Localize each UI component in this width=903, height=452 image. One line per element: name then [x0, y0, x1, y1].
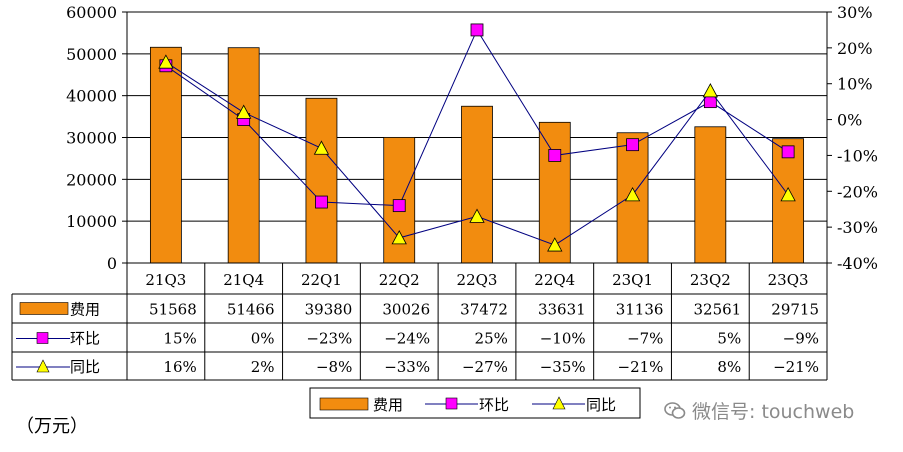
point-marker-square	[781, 145, 795, 159]
category-label: 22Q1	[301, 271, 342, 289]
category-label: 22Q2	[379, 271, 420, 289]
category-label: 22Q4	[534, 271, 575, 289]
right-axis-tick: -20%	[837, 182, 878, 201]
right-axis-tick: 20%	[837, 39, 873, 58]
point-marker-triangle	[547, 237, 563, 252]
category-label: 21Q3	[145, 271, 186, 289]
point-marker-triangle	[391, 230, 407, 245]
table-cell: 32561	[694, 301, 742, 319]
table-cell: 51466	[227, 301, 275, 319]
table-cell: −21%	[773, 358, 819, 376]
table-cell: 8%	[717, 358, 741, 376]
left-axis-tick: 10000	[66, 212, 117, 231]
right-axis-tick: -40%	[837, 254, 878, 273]
table-cell: 15%	[163, 330, 196, 348]
point-marker-triangle	[624, 187, 641, 202]
bar	[461, 105, 493, 264]
table-series-name: 同比	[70, 358, 100, 376]
table-cell: 25%	[475, 330, 508, 348]
table-cell: 5%	[717, 330, 741, 348]
table-cell: 31136	[616, 301, 664, 319]
bar	[149, 46, 182, 264]
left-axis-tick: 0	[107, 254, 117, 273]
point-marker-triangle	[469, 208, 485, 223]
right-axis-tick: -10%	[837, 146, 878, 165]
category-label: 23Q3	[768, 271, 809, 289]
wechat-icon	[664, 401, 686, 419]
legend-label: 费用	[373, 396, 403, 414]
category-label: 23Q1	[612, 271, 653, 289]
right-axis-tick: -30%	[837, 218, 878, 237]
legend-key-square	[445, 397, 458, 410]
table-key-square	[36, 332, 49, 344]
table-cell: 33631	[538, 301, 586, 319]
bar	[227, 47, 260, 264]
point-marker-triangle	[235, 104, 252, 119]
table-cell: 30026	[382, 301, 430, 319]
data-table: 21Q3 21Q4 22Q1 22Q2 22Q3 22Q4 23Q1 23Q2 23Q3 费用 51…	[11, 262, 828, 381]
table-cell: −7%	[627, 330, 663, 348]
point-marker-triangle	[158, 54, 174, 69]
line-series	[158, 23, 796, 252]
legend-label: 环比	[479, 396, 509, 414]
legend-key-bar	[319, 397, 369, 411]
category-label: 21Q4	[223, 271, 264, 289]
table-cell: 51568	[149, 301, 197, 319]
right-axis-tick: 30%	[837, 3, 873, 22]
legend-key-triangle	[552, 396, 566, 410]
table-cell: 0%	[251, 330, 275, 348]
point-marker-square	[392, 199, 406, 213]
left-axis-tick: 40000	[66, 87, 117, 106]
table-cell: −27%	[462, 358, 508, 376]
point-marker-square	[470, 23, 484, 37]
bar	[305, 97, 338, 264]
left-axis-tick: 50000	[66, 45, 117, 64]
point-marker-triangle	[702, 83, 719, 98]
table-cell: −35%	[540, 358, 586, 376]
point-marker-square	[548, 149, 562, 162]
table-key-triangle	[36, 359, 50, 373]
table-series-name: 环比	[70, 330, 100, 348]
table-cell: 37472	[460, 301, 508, 319]
table-cell: −23%	[306, 330, 352, 348]
legend-label: 同比	[586, 396, 616, 414]
table-cell: −24%	[384, 330, 430, 348]
axes: 0 10000 20000 30000 40000 50000 60000 -40% -30% -…	[66, 3, 878, 273]
category-label: 22Q3	[457, 271, 498, 289]
table-cell: −9%	[783, 330, 819, 348]
point-marker-square	[703, 95, 717, 109]
right-axis-tick: 10%	[837, 75, 873, 94]
watermark: 微信号: touchweb	[664, 397, 854, 424]
left-axis-tick: 60000	[66, 3, 117, 22]
table-cell: −33%	[384, 358, 430, 376]
table-key-bar	[19, 302, 69, 315]
category-label: 23Q2	[690, 271, 731, 289]
table-cell: −8%	[316, 358, 352, 376]
bar-series	[149, 46, 805, 264]
point-marker-triangle	[780, 187, 796, 202]
legend: 费用 环比 同比	[309, 387, 641, 419]
left-axis-tick: 20000	[66, 170, 117, 189]
table-cell: 39380	[305, 301, 353, 319]
point-marker-square	[315, 195, 328, 209]
table-cell: −10%	[540, 330, 586, 348]
table-cell: 16%	[163, 358, 196, 376]
table-cell: 2%	[251, 358, 275, 376]
left-axis-tick: 30000	[66, 129, 117, 148]
watermark-text: 微信号: touchweb	[692, 401, 855, 423]
unit-label: （万元）	[16, 416, 88, 437]
right-axis-tick: 0%	[837, 111, 862, 130]
table-cell: −21%	[618, 358, 664, 376]
table-series-name: 费用	[70, 301, 100, 319]
table-cell: 29715	[771, 301, 819, 319]
bar	[694, 126, 727, 264]
point-marker-square	[626, 138, 639, 152]
point-marker-triangle	[313, 140, 330, 155]
